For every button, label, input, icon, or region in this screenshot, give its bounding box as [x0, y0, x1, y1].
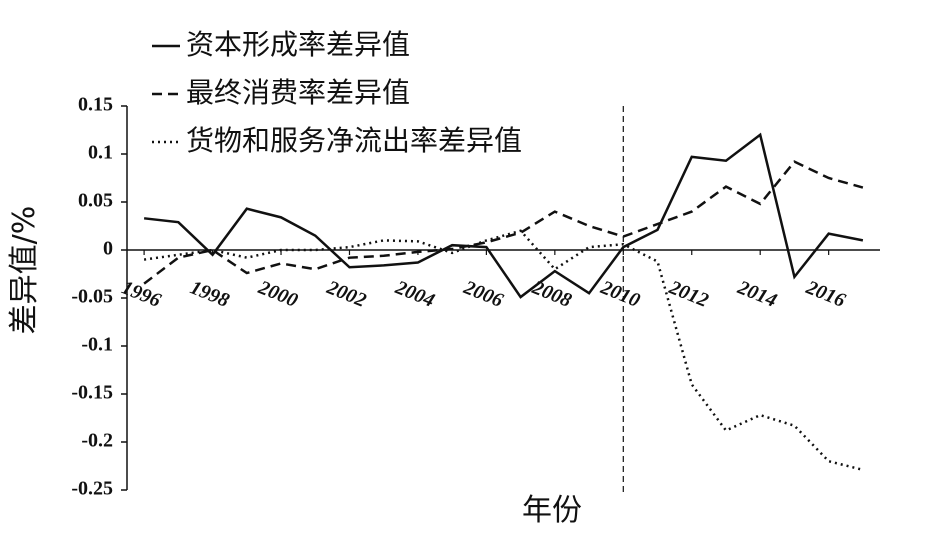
y-tick-label: 0 — [103, 238, 113, 260]
y-tick-label: 0.1 — [88, 142, 113, 164]
legend-label: 资本形成率差异值 — [186, 28, 410, 61]
y-tick-label: 0.15 — [78, 94, 113, 116]
x-tick-label: 1998 — [187, 276, 232, 311]
x-tick-label: 2012 — [665, 276, 711, 312]
series-line — [143, 132, 864, 299]
x-tick-label: 2002 — [323, 276, 369, 312]
series-line — [143, 160, 864, 285]
legend-label: 最终消费率差异值 — [186, 76, 410, 109]
x-tick-label: 2004 — [391, 276, 437, 312]
y-tick-label: -0.05 — [71, 286, 113, 308]
x-tick-label: 2010 — [597, 276, 643, 312]
x-tick-label: 2014 — [734, 276, 780, 312]
y-tick-label: 0.05 — [78, 190, 113, 212]
x-tick-label: 1996 — [119, 276, 164, 311]
y-tick-label: -0.25 — [71, 478, 113, 500]
series-line — [143, 229, 864, 472]
y-axis-label: 差异值/% — [7, 206, 42, 335]
x-axis-label: 年份 — [522, 493, 582, 528]
x-tick-label: 2008 — [528, 276, 574, 312]
x-tick-label: 2006 — [460, 276, 506, 312]
x-tick-label: 2016 — [802, 276, 848, 312]
y-tick-label: -0.2 — [81, 430, 113, 452]
y-tick-label: -0.1 — [81, 334, 113, 356]
y-tick-label: -0.15 — [71, 382, 113, 404]
legend-label: 货物和服务净流出率差异值 — [186, 124, 522, 157]
x-tick-label: 2000 — [255, 276, 301, 312]
